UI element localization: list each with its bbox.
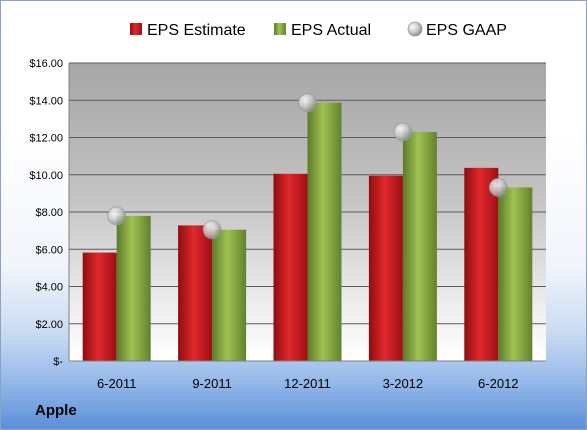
y-tick-label: $6.00 [35,244,63,256]
y-tick-label: $- [53,356,63,368]
bar-eps-actual [307,102,342,361]
x-category-label: 6-2011 [97,376,137,391]
y-tick-label: $10.00 [29,170,63,182]
marker-eps-gaap [202,220,222,240]
legend-label: EPS Actual [291,22,371,39]
legend-swatch [130,23,142,35]
y-tick-label: $14.00 [29,95,63,107]
legend-label: EPS GAAP [426,22,507,39]
gaap-markers [107,93,508,240]
bar-eps-estimate [178,225,213,361]
bar-eps-actual [212,229,247,361]
bar-eps-actual [116,215,151,361]
x-category-label: 6-2012 [478,376,518,391]
marker-eps-gaap [488,178,508,197]
bars [82,102,533,361]
y-tick-label: $8.00 [35,207,63,219]
company-label: Apple [35,402,77,419]
x-category-label: 12-2011 [284,376,331,391]
y-tick-label: $16.00 [29,58,63,70]
bar-eps-estimate [273,173,308,361]
legend-swatch [274,23,286,35]
x-category-label: 3-2012 [383,376,423,391]
marker-eps-gaap [107,206,127,226]
bar-eps-estimate [368,175,403,361]
bar-eps-estimate [82,252,117,361]
legend: EPS Estimate EPS Actual EPS GAAP [130,21,507,39]
y-tick-label: $4.00 [35,282,63,294]
bar-eps-estimate [464,167,499,361]
legend-label: EPS Estimate [147,22,246,39]
y-tick-label: $12.00 [29,133,63,145]
y-tick-label: $2.00 [35,319,63,331]
marker-eps-gaap [298,93,317,113]
marker-eps-gaap [393,122,413,142]
x-category-label: 9-2011 [192,376,232,391]
axes: $- $2.00 $4.00 $6.00 $8.00 $10.00 $12.00 $14.00… [29,58,546,391]
legend-swatch [407,21,423,37]
bar-eps-actual [498,187,533,361]
bar-eps-actual [402,131,437,361]
